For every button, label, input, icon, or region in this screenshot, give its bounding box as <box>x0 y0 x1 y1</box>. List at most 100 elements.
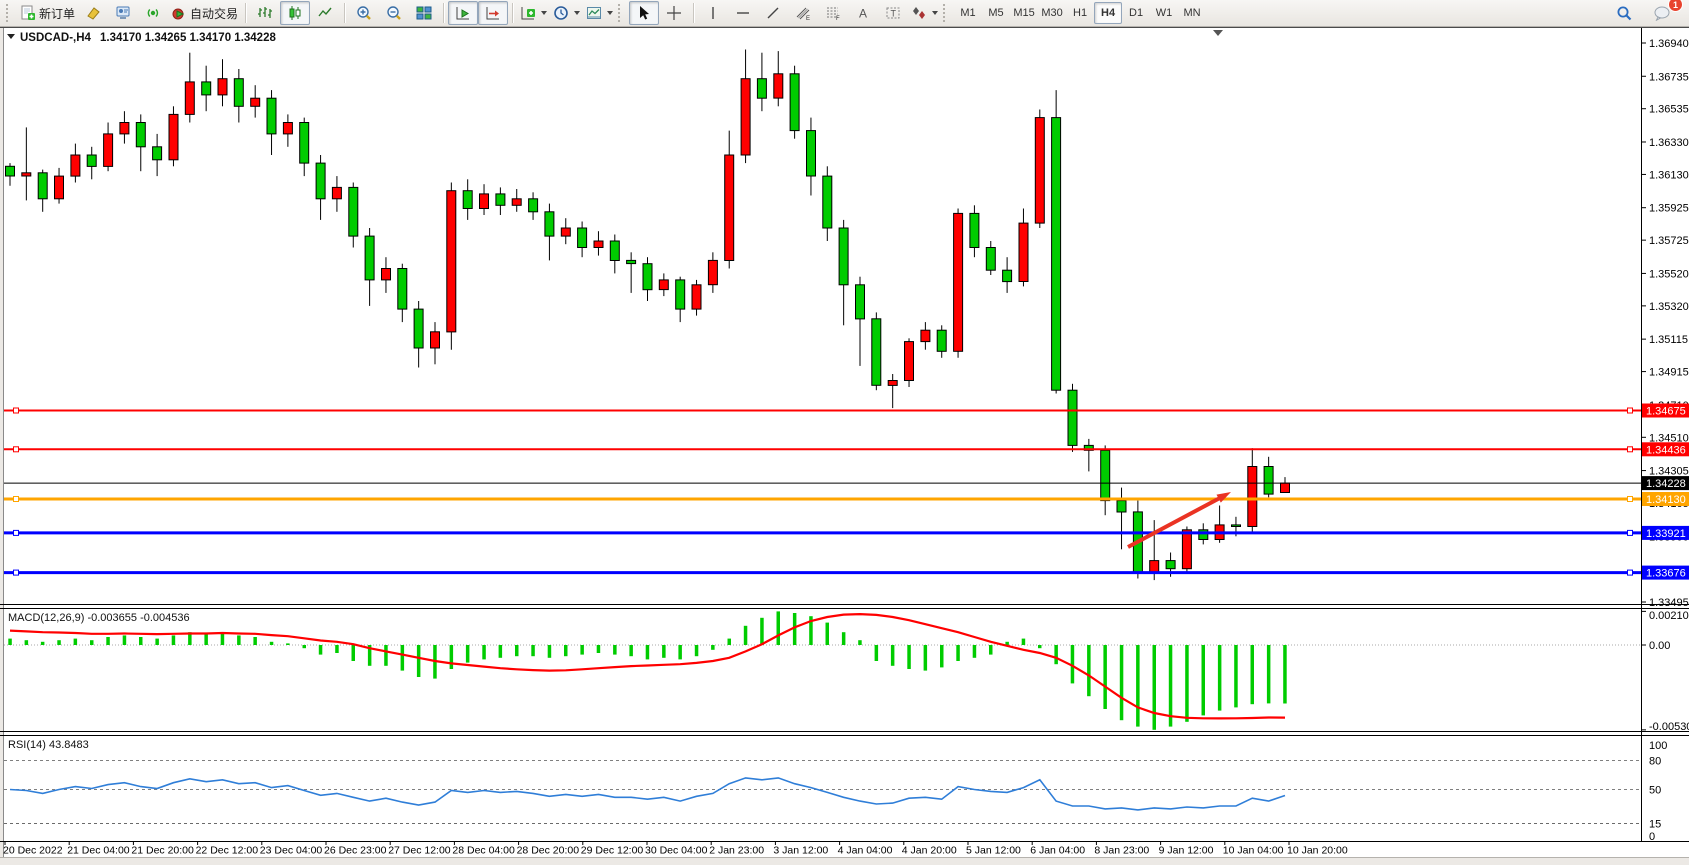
line-chart-button[interactable] <box>310 1 340 25</box>
periods-caret-icon <box>574 11 581 15</box>
vertical-line-button[interactable] <box>698 1 728 25</box>
timeframe-m30[interactable]: M30 <box>1041 7 1063 19</box>
line-handle[interactable] <box>13 446 19 453</box>
macd-histogram-bar <box>465 645 470 663</box>
zoom-in-icon <box>356 5 372 21</box>
chart-canvas[interactable]: USDCAD-,H4 1.34170 1.34265 1.34170 1.342… <box>0 27 1689 865</box>
candle <box>315 162 326 200</box>
fibonacci-button[interactable]: F <box>818 1 848 25</box>
tile-windows-button[interactable] <box>409 1 439 25</box>
candle <box>348 186 359 237</box>
svg-text:F: F <box>836 16 840 21</box>
candle <box>103 133 114 167</box>
macd-histogram-bar <box>940 645 944 668</box>
chart-menu-triangle-icon[interactable] <box>7 34 15 39</box>
line-chart-icon <box>317 5 333 21</box>
periods-button[interactable] <box>550 1 583 25</box>
styler-button[interactable] <box>78 1 108 25</box>
macd-histogram-bar <box>890 645 895 666</box>
line-handle[interactable] <box>13 407 19 414</box>
macd-histogram-bar <box>564 645 568 657</box>
line-handle[interactable] <box>13 569 19 576</box>
price-line-label-box <box>1642 476 1689 491</box>
macd-histogram-bar <box>1283 645 1287 704</box>
bar-chart-button[interactable] <box>250 1 280 25</box>
price-tick-label: 1.34915 <box>1649 367 1689 379</box>
line-handle[interactable] <box>1627 529 1633 536</box>
price-tick-label: 1.35320 <box>1649 301 1689 313</box>
candle <box>184 81 195 115</box>
macd-histogram-bar <box>907 645 911 669</box>
line-handle[interactable] <box>13 496 19 502</box>
macd-histogram-bar <box>1250 645 1254 705</box>
toolbar-grip[interactable] <box>943 4 949 22</box>
time-tick-label: 30 Dec 04:00 <box>645 845 708 857</box>
time-tick-label: 28 Dec 04:00 <box>452 845 515 857</box>
candle <box>822 175 833 229</box>
price-line-label-box <box>1642 403 1689 418</box>
candle <box>250 97 261 107</box>
chat-button[interactable]: 1 <box>1647 0 1683 25</box>
trendline-button[interactable] <box>758 1 788 25</box>
timeframe-mn[interactable]: MN <box>1183 7 1201 19</box>
trend-arrow-annotation[interactable] <box>1127 496 1220 549</box>
autotrading-label: 自动交易 <box>190 6 239 21</box>
macd-histogram-bar <box>1087 645 1091 697</box>
timeframe-m5[interactable]: M5 <box>988 7 1004 19</box>
line-handle[interactable] <box>13 529 19 536</box>
trend-arrow-head[interactable] <box>1216 492 1232 503</box>
macd-histogram-bar <box>237 635 241 645</box>
candlestick-chart-icon <box>287 5 303 21</box>
crosshair-button[interactable] <box>659 1 689 25</box>
timeframe-m1[interactable]: M1 <box>960 7 976 19</box>
line-handle[interactable] <box>1627 569 1633 576</box>
cursor-button[interactable] <box>629 1 660 25</box>
timeframe-d1[interactable]: D1 <box>1129 7 1144 19</box>
indicators-button[interactable] <box>517 1 550 25</box>
toolbar-grip[interactable] <box>618 4 624 22</box>
macd-histogram-bar <box>73 638 78 645</box>
text-label-button[interactable]: T <box>878 1 908 25</box>
candlestick-chart-button[interactable] <box>280 1 311 25</box>
horizontal-line-button[interactable] <box>728 1 758 25</box>
zoom-out-icon <box>386 5 402 21</box>
chart-shift-marker-icon[interactable] <box>1213 30 1223 36</box>
metaeditor-button[interactable] <box>108 1 138 25</box>
signals-button[interactable] <box>138 1 168 25</box>
arrows-button[interactable] <box>908 1 941 25</box>
time-tick-label: 28 Dec 20:00 <box>517 845 580 857</box>
timeframe-w1[interactable]: W1 <box>1155 7 1173 19</box>
macd-histogram-bar <box>302 645 306 649</box>
toolbar-grip[interactable] <box>6 4 12 22</box>
macd-histogram-bar <box>972 645 977 658</box>
new-order-button[interactable]: 新订单 <box>17 1 78 25</box>
chart-window: USDCAD-,H4 1.34170 1.34265 1.34170 1.342… <box>0 27 1689 858</box>
macd-histogram-bar <box>1119 645 1124 721</box>
price-tick-label: 1.35115 <box>1649 334 1688 346</box>
text-button[interactable]: A <box>848 1 878 25</box>
line-handle[interactable] <box>1627 496 1633 502</box>
timeframe-h4[interactable]: H4 <box>1094 2 1123 24</box>
timeframe-h1[interactable]: H1 <box>1073 7 1088 19</box>
templates-button[interactable] <box>583 1 616 25</box>
macd-histogram-bar <box>613 645 617 655</box>
macd-histogram-bar <box>1201 645 1205 716</box>
equidistant-channel-button[interactable]: E <box>788 1 818 25</box>
timeframe-m15[interactable]: M15 <box>1013 7 1035 19</box>
candle <box>37 172 48 200</box>
zoom-in-button[interactable] <box>349 1 379 25</box>
candle <box>413 308 424 349</box>
macd-histogram-bar <box>1021 638 1026 645</box>
search-button[interactable] <box>1609 1 1639 25</box>
candle <box>838 227 849 286</box>
line-handle[interactable] <box>1627 407 1633 414</box>
autotrading-button[interactable]: 自动交易 <box>168 1 241 25</box>
zoom-out-button[interactable] <box>379 1 409 25</box>
line-handle[interactable] <box>1627 446 1633 453</box>
chart-shift-button[interactable] <box>478 1 509 25</box>
time-tick-label: 5 Jan 12:00 <box>966 845 1021 857</box>
macd-histogram-bar <box>547 645 552 658</box>
candle <box>528 198 539 213</box>
auto-scroll-button[interactable] <box>448 1 479 25</box>
macd-histogram-bar <box>286 643 290 645</box>
